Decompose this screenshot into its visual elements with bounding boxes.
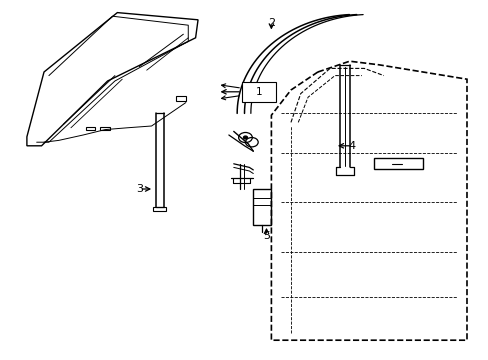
Text: 3: 3 xyxy=(136,184,142,194)
Polygon shape xyxy=(373,158,422,169)
Circle shape xyxy=(243,136,247,139)
Polygon shape xyxy=(253,189,271,225)
Bar xyxy=(242,82,276,102)
Text: 5: 5 xyxy=(263,231,269,241)
Text: 2: 2 xyxy=(267,18,274,28)
Text: 1: 1 xyxy=(255,87,262,97)
Text: 4: 4 xyxy=(348,141,355,151)
